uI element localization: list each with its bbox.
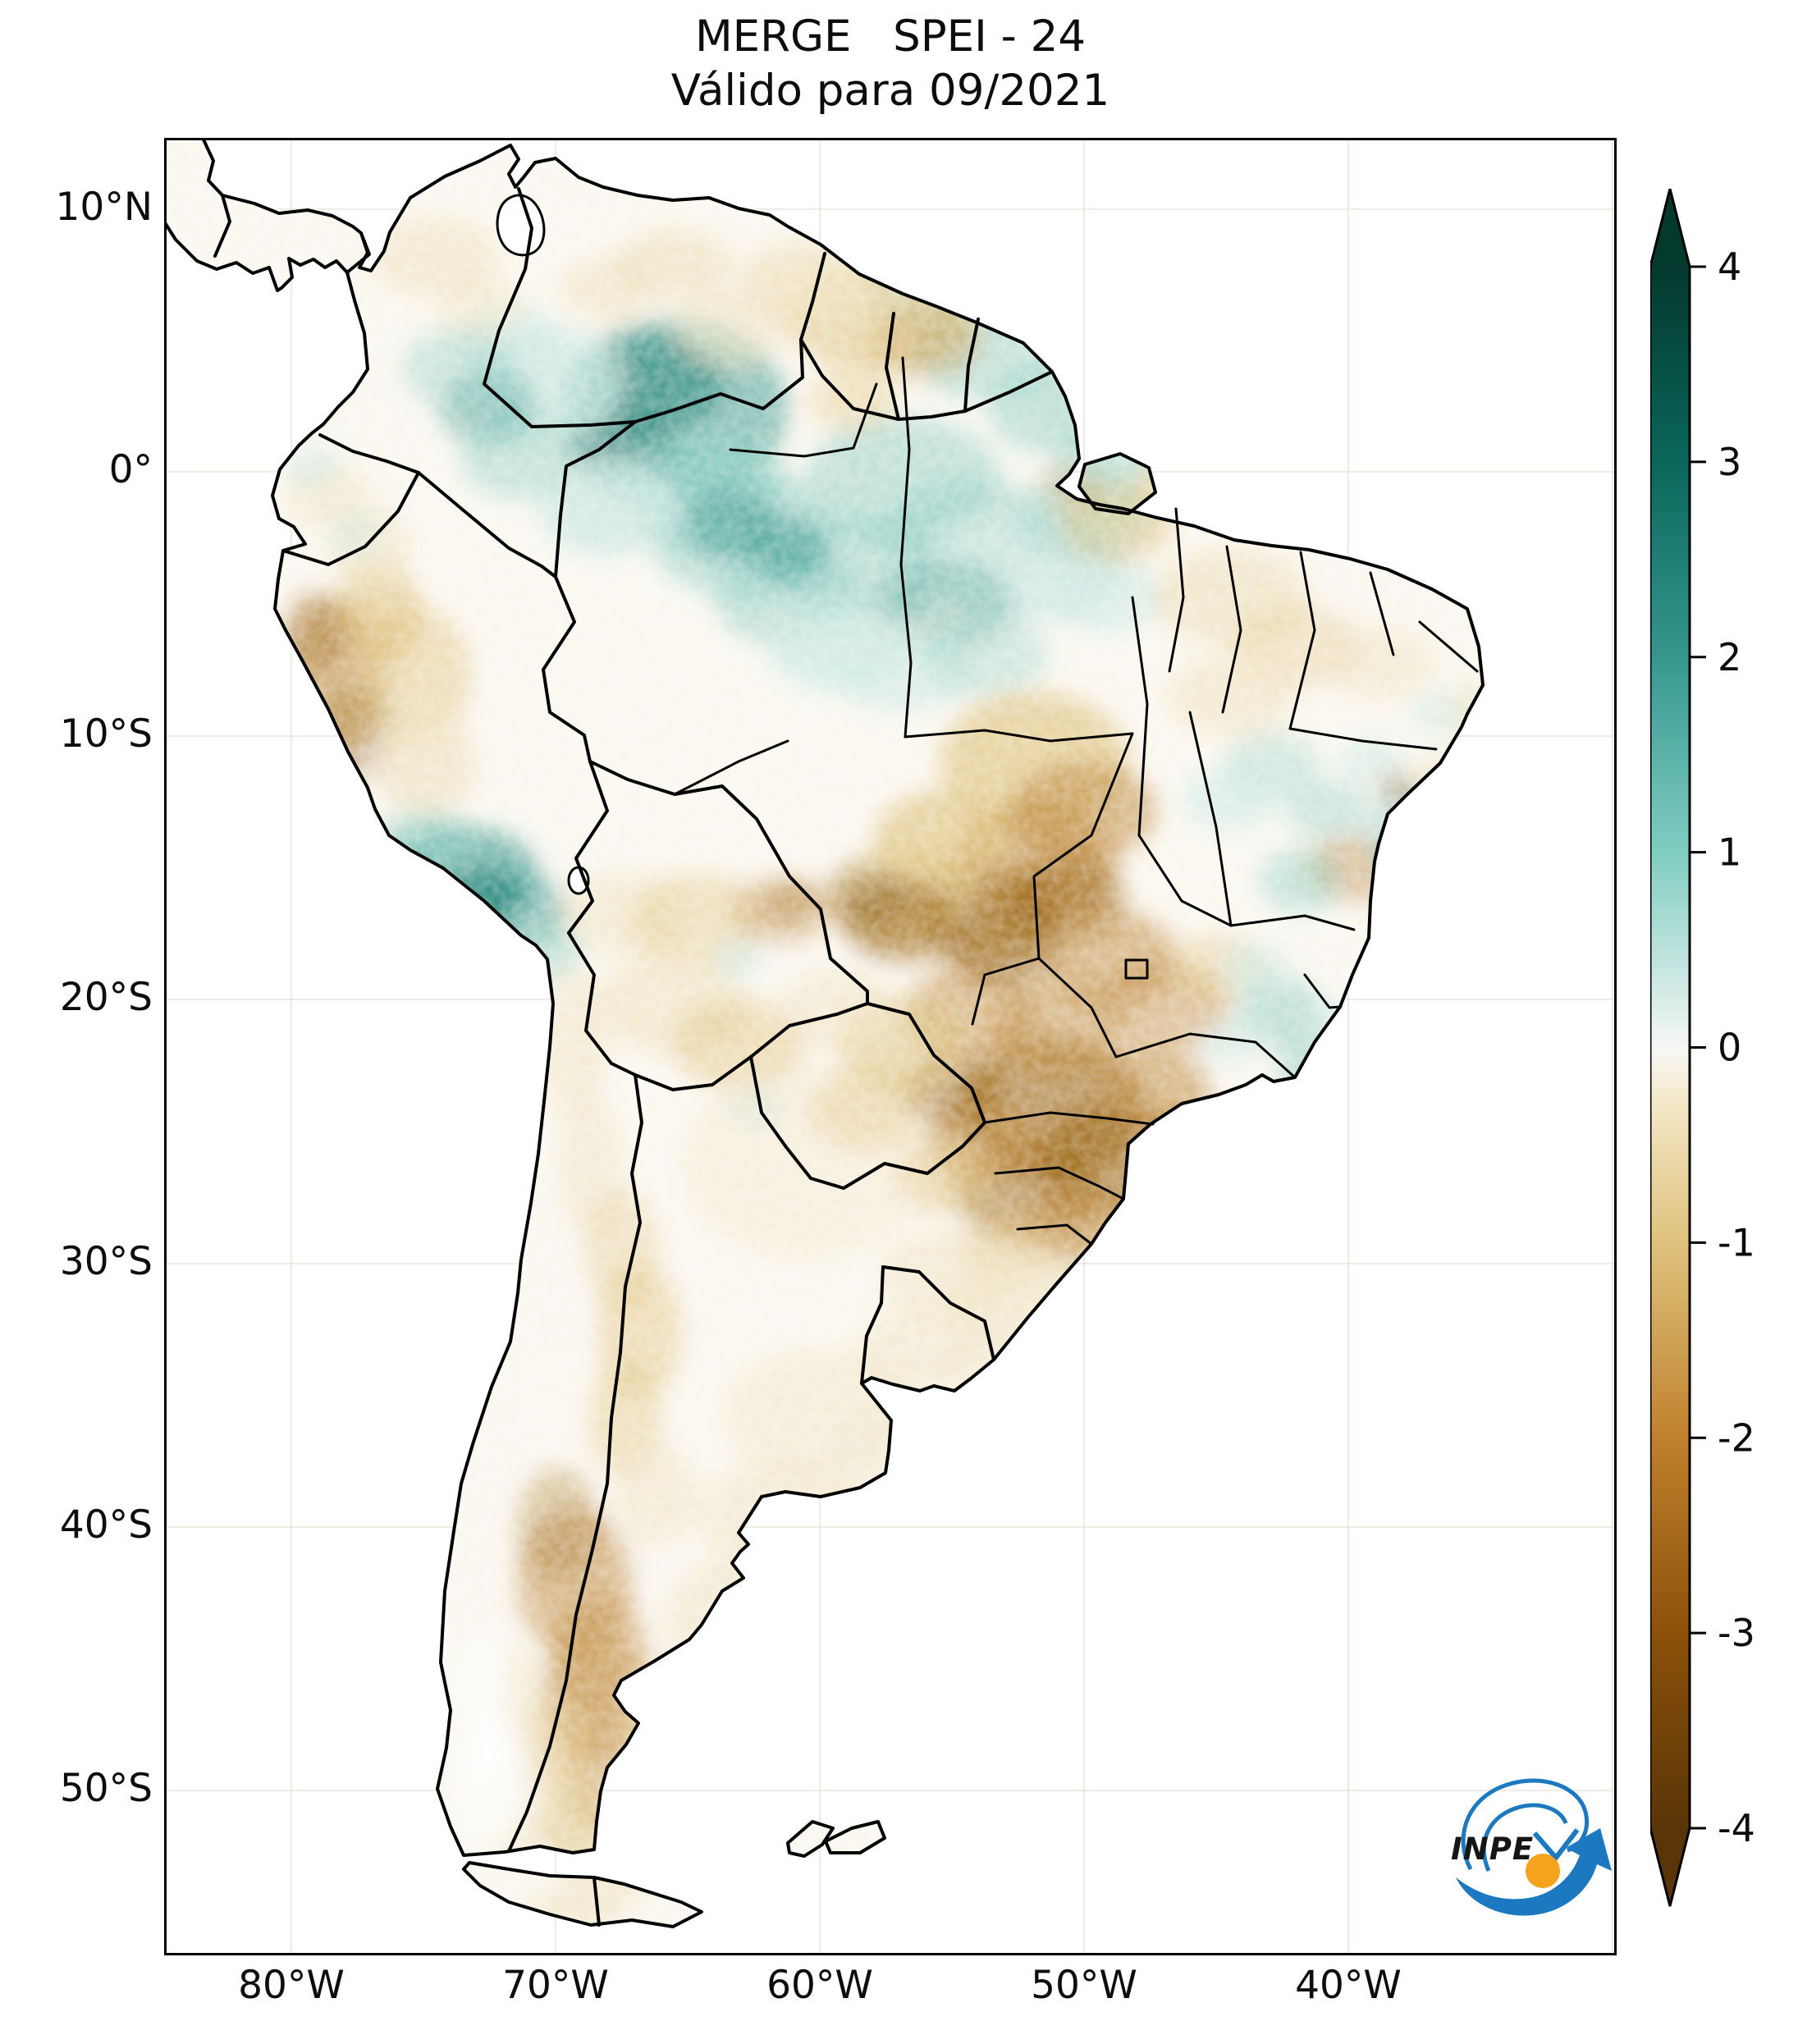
- lat-tick-label: 10°S: [59, 711, 153, 757]
- country-borders: [213, 187, 1054, 1927]
- colorbar-lower-arrow: [1650, 1828, 1690, 1906]
- colorbar-tick-label: 2: [1718, 635, 1741, 679]
- colorbar-tick-label: 1: [1718, 830, 1741, 875]
- south-america-spei-map: INPE: [164, 138, 1617, 1955]
- lon-tick-label: 40°W: [1295, 1963, 1402, 2008]
- colorbar-gradient-bar: [1650, 267, 1690, 1828]
- colorbar-tick-label: -3: [1718, 1611, 1755, 1655]
- lon-tick-label: 50°W: [1031, 1963, 1137, 2008]
- coastlines: [164, 138, 1485, 1928]
- colorbar-upper-arrow: [1650, 189, 1690, 267]
- colorbar-ticks: 4 3 2 1 0 -1 -2 -3 -4: [1690, 245, 1755, 1850]
- spei-raster-field: [164, 138, 1483, 1927]
- inpe-logo-swirl-icon: [1461, 1778, 1589, 1871]
- inpe-logo-inner-arc-icon: [1481, 1803, 1568, 1873]
- raster-noise-texture: [164, 138, 1483, 1927]
- lon-tick-label: 70°W: [502, 1963, 609, 2008]
- inpe-logo-orange-globe-icon: [1526, 1854, 1560, 1888]
- lon-tick-label: 80°W: [238, 1963, 345, 2008]
- lat-tick-label: 40°S: [59, 1502, 153, 1548]
- colorbar-tick-label: 0: [1718, 1026, 1741, 1070]
- map-frame: [164, 138, 1617, 1955]
- colorbar-tick-label: -1: [1718, 1220, 1755, 1264]
- figure-title-line1: MERGE SPEI - 24: [694, 11, 1087, 62]
- lat-tick-label: 0°: [108, 447, 153, 492]
- colorbar-tick-label: 3: [1718, 440, 1741, 484]
- lat-tick-label: 50°S: [59, 1766, 153, 1811]
- lat-tick-label: 10°N: [55, 185, 153, 230]
- state-borders: [673, 356, 1479, 1246]
- colorbar-tick-label: 4: [1718, 245, 1741, 289]
- lat-tick-label: 30°S: [59, 1239, 153, 1284]
- spei-colorbar: 4 3 2 1 0 -1 -2 -3 -4: [1650, 189, 1755, 1907]
- inpe-logo-label: INPE: [1451, 1831, 1534, 1867]
- lake-maracaibo: [496, 194, 546, 257]
- inpe-logo-up-arrow-icon: [1456, 1828, 1612, 1916]
- inpe-logo: INPE: [1451, 1778, 1612, 1916]
- colorbar-tick-label: -4: [1718, 1806, 1755, 1850]
- lat-tick-label: 20°S: [59, 975, 153, 1020]
- lon-tick-label: 60°W: [766, 1963, 873, 2008]
- figure-title-line2: Válido para 09/2021: [670, 66, 1110, 116]
- inpe-logo-down-arrowhead-icon: [1532, 1828, 1580, 1862]
- colorbar-tick-label: -2: [1718, 1415, 1755, 1460]
- figure-title: MERGE SPEI - 24 Válido para 09/2021: [164, 10, 1617, 118]
